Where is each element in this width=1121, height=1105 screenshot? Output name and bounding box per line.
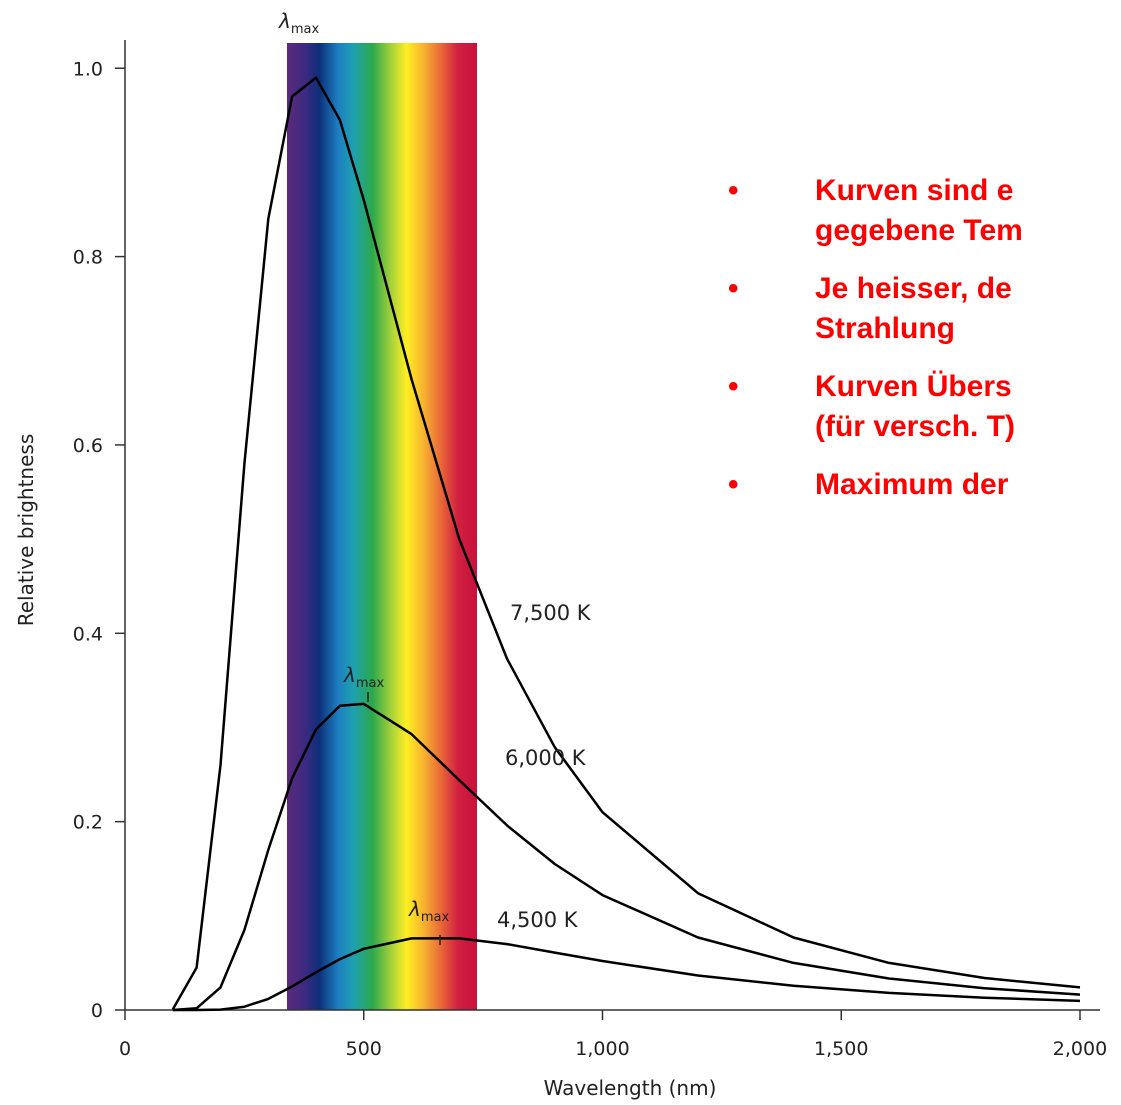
bullet-text: (für versch. T) <box>815 410 1015 443</box>
y-axis-label: Relative brightness <box>14 434 38 627</box>
curve <box>171 76 1081 1011</box>
y-tick-label: 0.8 <box>73 247 103 269</box>
lambda-max: λmax <box>278 9 319 37</box>
x-tick-label: 2,000 <box>1053 1038 1107 1060</box>
lambda-symbol: λ <box>343 663 356 687</box>
y-tick-label: 0.4 <box>73 623 103 645</box>
x-tick-label: 1,500 <box>814 1038 868 1060</box>
lambda-symbol: λ <box>408 897 421 921</box>
curve <box>172 937 1081 1012</box>
bullet-symbol: • <box>728 272 739 305</box>
visible-spectrum <box>287 43 477 1010</box>
y-tick-label: 1.0 <box>73 58 103 80</box>
bullet-symbol: • <box>728 370 739 403</box>
curve <box>172 702 1081 1012</box>
y-tick-label: 0.2 <box>73 812 103 834</box>
y-tick-label: 0 <box>91 1000 103 1022</box>
lambda-max: λmax <box>343 663 384 691</box>
lambda-symbol: λ <box>278 9 291 33</box>
lambda-sub: max <box>356 676 385 691</box>
x-tick-label: 0 <box>119 1038 131 1060</box>
x-tick-label: 500 <box>346 1038 382 1060</box>
lambda-sub: max <box>291 22 320 37</box>
bullet-text: gegebene Tem <box>815 214 1023 247</box>
bullet-symbol: • <box>728 468 739 501</box>
curve-label: 4,500 K <box>497 908 579 932</box>
x-axis-label: Wavelength (nm) <box>544 1076 717 1100</box>
lambda-max: λmax <box>408 897 449 925</box>
curve-label: 6,000 K <box>505 746 587 770</box>
bullet-text: Strahlung <box>815 312 955 345</box>
y-tick-label: 0.6 <box>73 435 103 457</box>
bullet-text: Je heisser, de <box>815 272 1012 305</box>
x-tick-label: 1,000 <box>575 1038 629 1060</box>
bullet-text: Kurven Übers <box>815 370 1012 403</box>
lambda-sub: max <box>421 910 450 925</box>
bullet-symbol: • <box>728 174 739 207</box>
bullet-text: Maximum der <box>815 468 1009 501</box>
curve-label: 7,500 K <box>510 601 592 625</box>
bullet-text: Kurven sind e <box>815 174 1013 207</box>
